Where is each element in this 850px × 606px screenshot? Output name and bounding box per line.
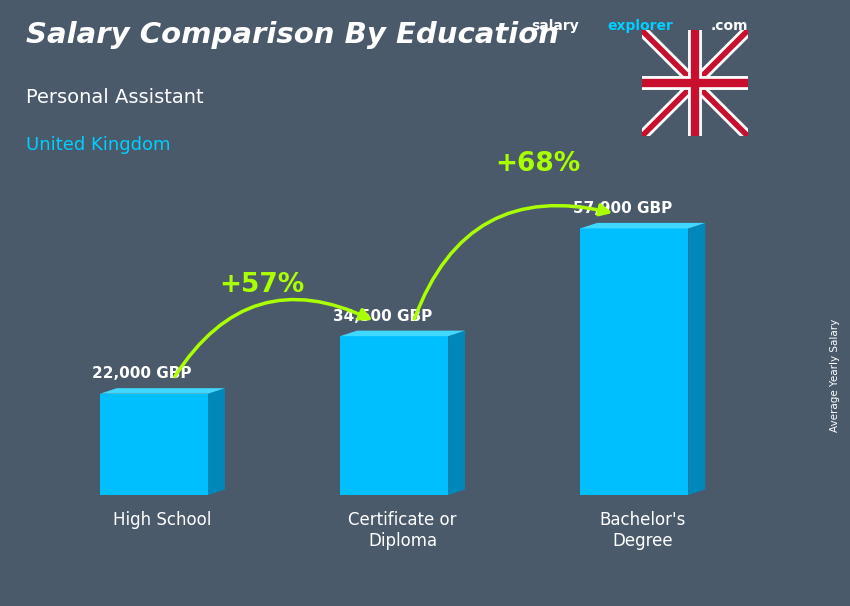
Text: Average Yearly Salary: Average Yearly Salary [830, 319, 840, 432]
Text: +57%: +57% [219, 273, 305, 298]
Polygon shape [581, 223, 706, 228]
Polygon shape [340, 331, 465, 336]
Text: Certificate or
Diploma: Certificate or Diploma [348, 511, 457, 550]
Polygon shape [448, 331, 465, 495]
Polygon shape [100, 388, 225, 394]
Text: Bachelor's
Degree: Bachelor's Degree [599, 511, 686, 550]
Text: Salary Comparison By Education: Salary Comparison By Education [26, 21, 558, 49]
Polygon shape [208, 388, 225, 495]
Text: salary: salary [531, 19, 579, 33]
Text: United Kingdom: United Kingdom [26, 136, 170, 155]
Text: High School: High School [113, 511, 212, 529]
Text: explorer: explorer [608, 19, 673, 33]
Text: .com: .com [711, 19, 748, 33]
Text: Personal Assistant: Personal Assistant [26, 88, 203, 107]
Text: 22,000 GBP: 22,000 GBP [93, 366, 192, 381]
Text: 34,500 GBP: 34,500 GBP [332, 308, 432, 324]
Bar [100, 394, 208, 495]
Bar [340, 336, 448, 495]
Text: +68%: +68% [496, 151, 581, 177]
Text: 57,900 GBP: 57,900 GBP [573, 201, 672, 216]
Polygon shape [688, 223, 705, 495]
Bar [581, 228, 689, 495]
